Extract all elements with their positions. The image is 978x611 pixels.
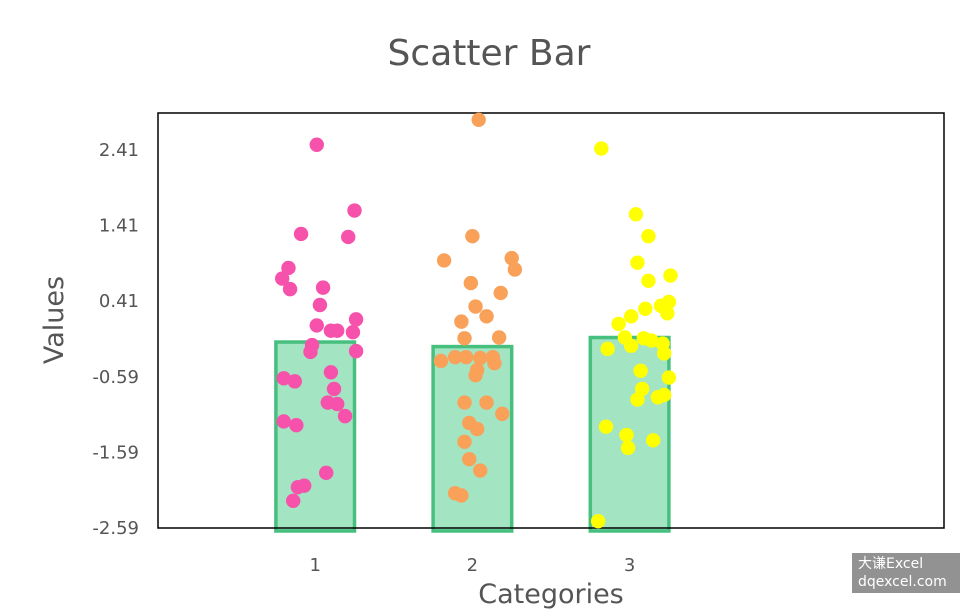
- watermark-line-2: dqexcel.com: [858, 574, 947, 590]
- point-category-3-24: [650, 390, 666, 405]
- point-category-1-8: [315, 280, 331, 295]
- point-category-2-12: [457, 331, 472, 346]
- point-category-1-24: [337, 408, 353, 424]
- point-category-1-26: [289, 417, 304, 433]
- point-category-3-28: [645, 433, 661, 448]
- point-category-2-6: [463, 275, 479, 291]
- x-tick-labels: 1 2 3: [309, 555, 635, 576]
- point-category-1-20: [287, 374, 302, 389]
- point-category-3-21: [661, 370, 677, 385]
- point-category-1-30: [285, 493, 301, 508]
- point-category-3-15: [644, 333, 659, 348]
- point-category-1-5: [281, 260, 296, 276]
- point-category-1-19: [276, 371, 291, 386]
- point-category-3-2: [628, 207, 644, 222]
- point-category-3-3: [641, 229, 656, 244]
- y-tick-label-5: -1.59: [92, 442, 139, 463]
- point-category-3-29: [620, 440, 636, 456]
- y-tick-labels: 2.41 1.41 0.41 -0.59 -1.59 -2.59: [92, 140, 139, 539]
- point-category-2-18: [487, 356, 502, 371]
- point-category-3-9: [638, 301, 653, 316]
- y-axis-title: Values: [39, 276, 70, 364]
- y-tick-label-6: -2.59: [92, 518, 139, 539]
- point-category-1-13: [330, 323, 345, 338]
- point-category-2-11: [491, 330, 507, 345]
- point-category-3-12: [611, 316, 626, 332]
- point-category-1-25: [276, 414, 291, 429]
- point-category-3-17: [600, 341, 615, 357]
- point-category-1-1: [309, 137, 324, 152]
- point-category-1-17: [303, 344, 318, 360]
- chart-title: Scatter Bar: [388, 33, 591, 74]
- point-category-1-27: [319, 465, 334, 481]
- watermark-line-1: 大谦Excel: [858, 556, 924, 572]
- point-category-3-10: [660, 306, 675, 321]
- point-category-1-7: [282, 281, 298, 297]
- point-category-1-14: [345, 325, 361, 340]
- point-category-2-17: [433, 353, 449, 369]
- point-category-3-25: [630, 392, 645, 407]
- point-category-3-30: [590, 513, 606, 529]
- point-category-1-16: [348, 343, 364, 359]
- y-tick-label-3: 0.41: [99, 291, 139, 312]
- point-category-1-9: [312, 297, 328, 313]
- point-category-3-11: [623, 309, 639, 324]
- point-category-2-14: [458, 349, 474, 365]
- plot-area-frame: [157, 112, 945, 529]
- point-category-2-3: [436, 253, 452, 268]
- point-category-3-18: [623, 338, 639, 354]
- point-category-1-18: [323, 365, 339, 380]
- point-category-2-28: [473, 463, 488, 478]
- point-category-1-29: [290, 479, 306, 495]
- point-category-1-4: [293, 226, 309, 242]
- y-tick-label-1: 2.41: [99, 140, 139, 161]
- point-category-1-11: [309, 318, 324, 333]
- point-category-2-20: [468, 368, 483, 383]
- point-category-1-21: [326, 381, 342, 397]
- x-axis-title: Categories: [478, 579, 624, 610]
- point-category-2-25: [469, 421, 485, 437]
- point-category-1-23: [330, 396, 345, 412]
- x-tick-label-2: 2: [467, 555, 478, 576]
- point-category-2-15: [473, 350, 488, 366]
- point-category-2-2: [465, 229, 480, 244]
- point-category-2-10: [454, 314, 469, 329]
- watermark-logo: 大谦Excel dqexcel.com: [852, 553, 960, 593]
- point-category-2-9: [479, 309, 494, 324]
- point-category-2-8: [468, 299, 483, 314]
- point-category-1-10: [348, 312, 364, 327]
- point-category-2-22: [479, 395, 494, 410]
- point-category-3-4: [630, 255, 645, 270]
- y-tick-label-2: 1.41: [99, 216, 139, 237]
- point-category-2-26: [457, 434, 472, 450]
- point-category-1-6: [274, 271, 290, 286]
- point-category-2-5: [507, 262, 523, 277]
- x-tick-label-1: 1: [309, 555, 320, 576]
- point-category-3-20: [633, 363, 648, 378]
- point-category-2-13: [447, 349, 463, 365]
- x-tick-label-3: 3: [624, 555, 635, 576]
- point-category-2-1: [471, 112, 486, 128]
- points-layer: [274, 112, 678, 529]
- point-category-1-2: [347, 203, 362, 218]
- y-tick-label-4: -0.59: [92, 367, 139, 388]
- point-category-2-27: [462, 452, 477, 467]
- point-category-1-3: [341, 229, 356, 245]
- point-category-3-26: [598, 419, 614, 434]
- point-category-3-6: [641, 273, 656, 289]
- point-category-3-1: [594, 141, 609, 156]
- point-category-2-21: [457, 395, 472, 410]
- point-category-3-5: [663, 268, 678, 283]
- point-category-2-7: [493, 285, 508, 301]
- point-category-2-30: [454, 488, 469, 503]
- point-category-3-27: [619, 427, 634, 443]
- point-category-2-23: [495, 406, 510, 422]
- point-category-3-19: [656, 346, 672, 361]
- point-category-2-4: [504, 250, 519, 266]
